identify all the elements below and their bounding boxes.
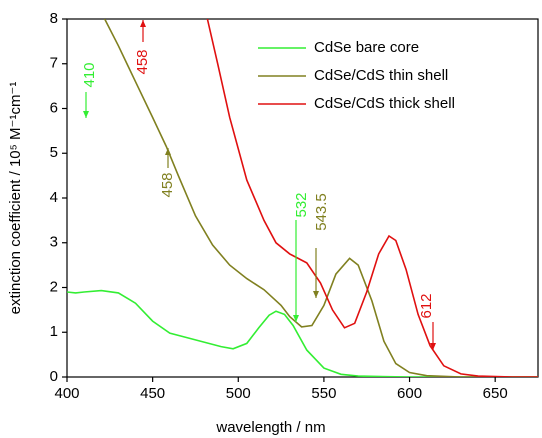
arrow-head [165, 148, 171, 155]
series-line [67, 289, 538, 377]
annotation: 543.5 [313, 193, 330, 231]
x-tick-label: 400 [54, 385, 79, 402]
y-tick-label: 3 [50, 234, 58, 251]
annotation: 410 [81, 62, 98, 87]
legend-label: CdSe/CdS thin shell [314, 67, 448, 84]
y-tick-label: 2 [50, 278, 58, 295]
x-tick-label: 450 [140, 385, 165, 402]
arrow-head [83, 111, 89, 118]
arrow-head [293, 315, 299, 322]
annotation: 612 [418, 293, 435, 318]
y-tick-label: 5 [50, 144, 58, 161]
legend-label: CdSe bare core [314, 39, 419, 56]
series-line [206, 19, 538, 377]
legend-label: CdSe/CdS thick shell [314, 95, 455, 112]
y-tick-label: 0 [50, 368, 58, 385]
y-tick-label: 8 [50, 10, 58, 27]
arrow-head [430, 343, 436, 350]
x-tick-label: 650 [483, 385, 508, 402]
y-tick-label: 4 [50, 189, 58, 206]
arrow-head [140, 20, 146, 27]
annotation: 532 [293, 192, 310, 217]
x-axis-label: wavelength / nm [215, 419, 325, 436]
x-tick-label: 500 [226, 385, 251, 402]
annotation: 458 [159, 172, 176, 197]
arrow-head [313, 291, 319, 298]
y-tick-label: 1 [50, 323, 58, 340]
y-axis-label: extinction coefficient / 10⁵ M⁻¹cm⁻¹ [7, 82, 24, 315]
y-tick-label: 6 [50, 99, 58, 116]
x-tick-label: 550 [311, 385, 336, 402]
annotation: 458 [134, 49, 151, 74]
x-tick-label: 600 [397, 385, 422, 402]
y-tick-label: 7 [50, 55, 58, 72]
